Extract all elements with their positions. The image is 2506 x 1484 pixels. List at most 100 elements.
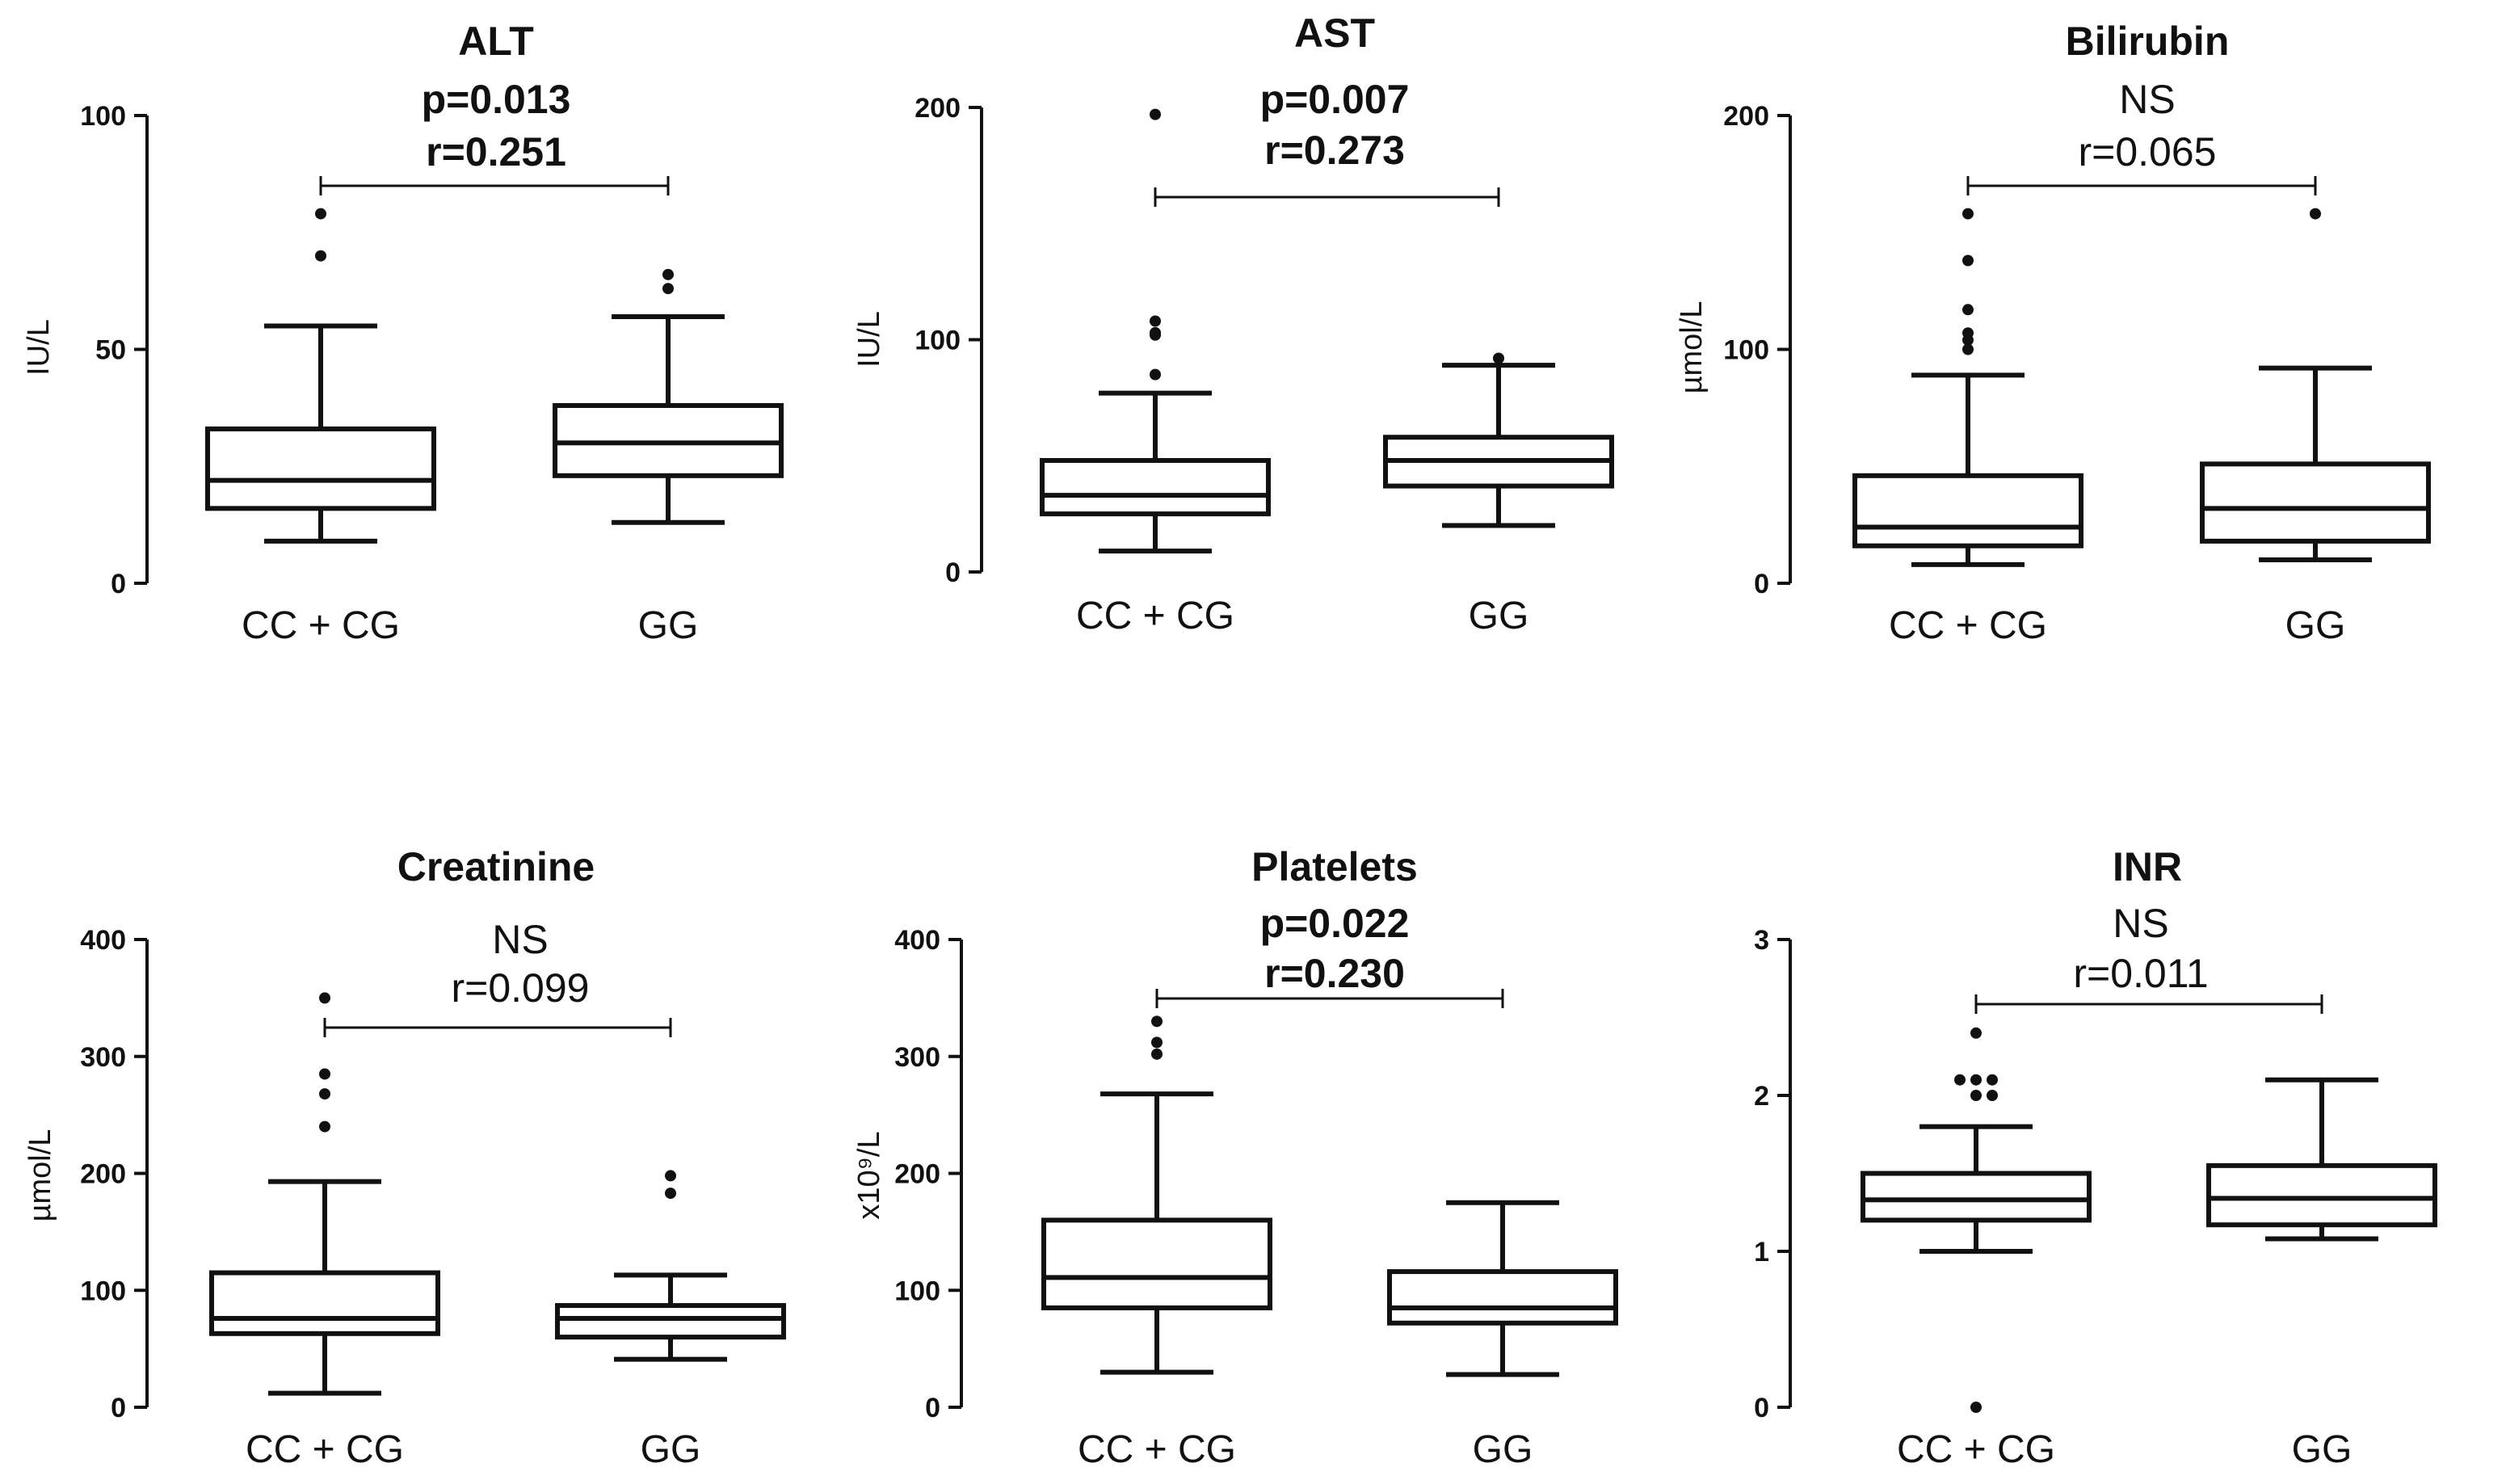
- y-tick-label: 0: [111, 1393, 126, 1423]
- box-1: [2200, 208, 2431, 563]
- outlier-point: [1150, 315, 1161, 327]
- panel-title: Bilirubin: [2066, 19, 2230, 64]
- iqr-box: [205, 426, 436, 511]
- y-axis-label: x10⁹/L: [852, 1131, 886, 1219]
- panel-0: ALT 0 50 100 IU/L CC + CG GG p=0.013 r=0.251: [22, 19, 784, 647]
- box-1: [2206, 1077, 2437, 1242]
- outlier-point: [319, 1068, 330, 1080]
- panel-title: INR: [2113, 844, 2182, 889]
- outlier-point: [1962, 254, 1974, 267]
- y-tick-label: 100: [894, 1276, 940, 1306]
- stat-line-1: NS: [2119, 77, 2175, 122]
- x-category-label: GG: [641, 1428, 701, 1471]
- outlier-point: [665, 1188, 676, 1200]
- outlier-point: [1962, 304, 1974, 316]
- y-tick-label: 400: [894, 925, 940, 956]
- box-0: [205, 208, 436, 544]
- y-tick-label: 0: [1754, 1393, 1769, 1423]
- y-tick-label: 200: [80, 1159, 126, 1190]
- y-tick-label: 0: [925, 1393, 940, 1423]
- y-tick-label: 3: [1754, 925, 1769, 956]
- x-category-label: CC + CG: [1078, 1428, 1236, 1471]
- iqr-box: [2206, 1162, 2437, 1228]
- panel-title: AST: [1294, 11, 1375, 56]
- x-category-label: GG: [638, 604, 699, 647]
- outlier-point: [1151, 1036, 1163, 1049]
- outlier-point: [1150, 326, 1161, 338]
- comparison-bracket: [323, 1018, 672, 1037]
- x-category-label: CC + CG: [1076, 595, 1234, 637]
- stat-line-2: r=0.099: [452, 965, 590, 1011]
- outlier-point: [1962, 327, 1974, 339]
- stat-line-1: NS: [2113, 901, 2168, 946]
- outlier-point: [665, 1170, 676, 1182]
- outlier-point: [1151, 1048, 1163, 1060]
- x-category-label: CC + CG: [1889, 604, 2047, 647]
- stat-line-1: NS: [492, 917, 548, 962]
- comparison-bracket: [1966, 176, 2317, 195]
- panel-5: INR 0 1 2 3 CC + CG GG NS r=0.011: [1754, 844, 2437, 1471]
- outlier-point: [662, 283, 674, 295]
- box-1: [1383, 352, 1614, 528]
- y-tick-label: 200: [915, 93, 961, 124]
- comparison-bracket: [1974, 994, 2323, 1014]
- iqr-box: [1040, 458, 1271, 517]
- stat-line-1: p=0.007: [1260, 77, 1410, 122]
- outlier-point: [319, 1088, 330, 1100]
- outlier-point: [1970, 1402, 1982, 1413]
- x-category-label: GG: [1473, 1428, 1533, 1471]
- x-category-label: GG: [1469, 595, 1529, 637]
- outlier-point: [315, 250, 326, 262]
- stat-line-2: r=0.230: [1264, 951, 1405, 996]
- panel-2: Bilirubin 0 100 200 µmol/L CC + CG GG NS r=0.065: [1675, 19, 2431, 647]
- panel-4: Platelets 0 100 200 300 400 x10⁹/L CC + CG GG p=0…: [852, 844, 1618, 1471]
- y-tick-label: 0: [945, 557, 961, 588]
- box-0: [1041, 1015, 1272, 1375]
- box-0: [1861, 1027, 2092, 1413]
- outlier-point: [662, 268, 674, 280]
- iqr-box: [1852, 473, 2083, 549]
- outlier-point: [1151, 1015, 1163, 1028]
- y-tick-label: 200: [894, 1159, 940, 1190]
- panel-title: Platelets: [1251, 844, 1418, 889]
- box-1: [1387, 1200, 1618, 1377]
- iqr-box: [209, 1270, 440, 1336]
- outlier-point: [1970, 1027, 1982, 1039]
- x-category-label: GG: [2292, 1428, 2353, 1471]
- y-tick-label: 300: [80, 1042, 126, 1073]
- outlier-point: [319, 1120, 330, 1133]
- outlier-point: [315, 208, 326, 220]
- comparison-bracket: [1155, 989, 1504, 1008]
- outlier-point: [1493, 352, 1504, 364]
- outlier-point: [1987, 1074, 1998, 1086]
- iqr-box: [555, 1303, 786, 1340]
- stat-line-1: p=0.022: [1260, 901, 1410, 946]
- y-tick-label: 0: [1754, 569, 1769, 599]
- stat-line-2: r=0.251: [426, 129, 566, 174]
- comparison-bracket: [319, 176, 670, 195]
- y-tick-label: 2: [1754, 1081, 1769, 1112]
- y-tick-label: 0: [111, 569, 126, 599]
- y-tick-label: 300: [894, 1042, 940, 1073]
- outlier-point: [1150, 108, 1161, 120]
- iqr-box: [1387, 1269, 1618, 1326]
- panel-1: AST 0 100 200 IU/L CC + CG GG p=0.007 r=0.273: [852, 11, 1614, 637]
- y-tick-label: 400: [80, 925, 126, 956]
- panel-title: ALT: [458, 19, 533, 64]
- outlier-point: [1954, 1074, 1966, 1086]
- stat-line-1: p=0.013: [422, 77, 571, 122]
- x-category-label: GG: [2285, 604, 2346, 647]
- y-tick-label: 100: [915, 326, 961, 356]
- outlier-point: [1970, 1074, 1982, 1086]
- box-0: [1852, 208, 2083, 567]
- y-tick-label: 100: [80, 101, 126, 132]
- outlier-point: [2310, 208, 2321, 220]
- box-0: [1040, 108, 1271, 554]
- stat-line-2: r=0.065: [2079, 129, 2217, 174]
- y-tick-label: 100: [1723, 335, 1769, 366]
- y-tick-label: 50: [95, 335, 126, 366]
- outlier-point: [1970, 1090, 1982, 1101]
- outlier-point: [319, 992, 330, 1004]
- y-axis-label: µmol/L: [23, 1129, 57, 1222]
